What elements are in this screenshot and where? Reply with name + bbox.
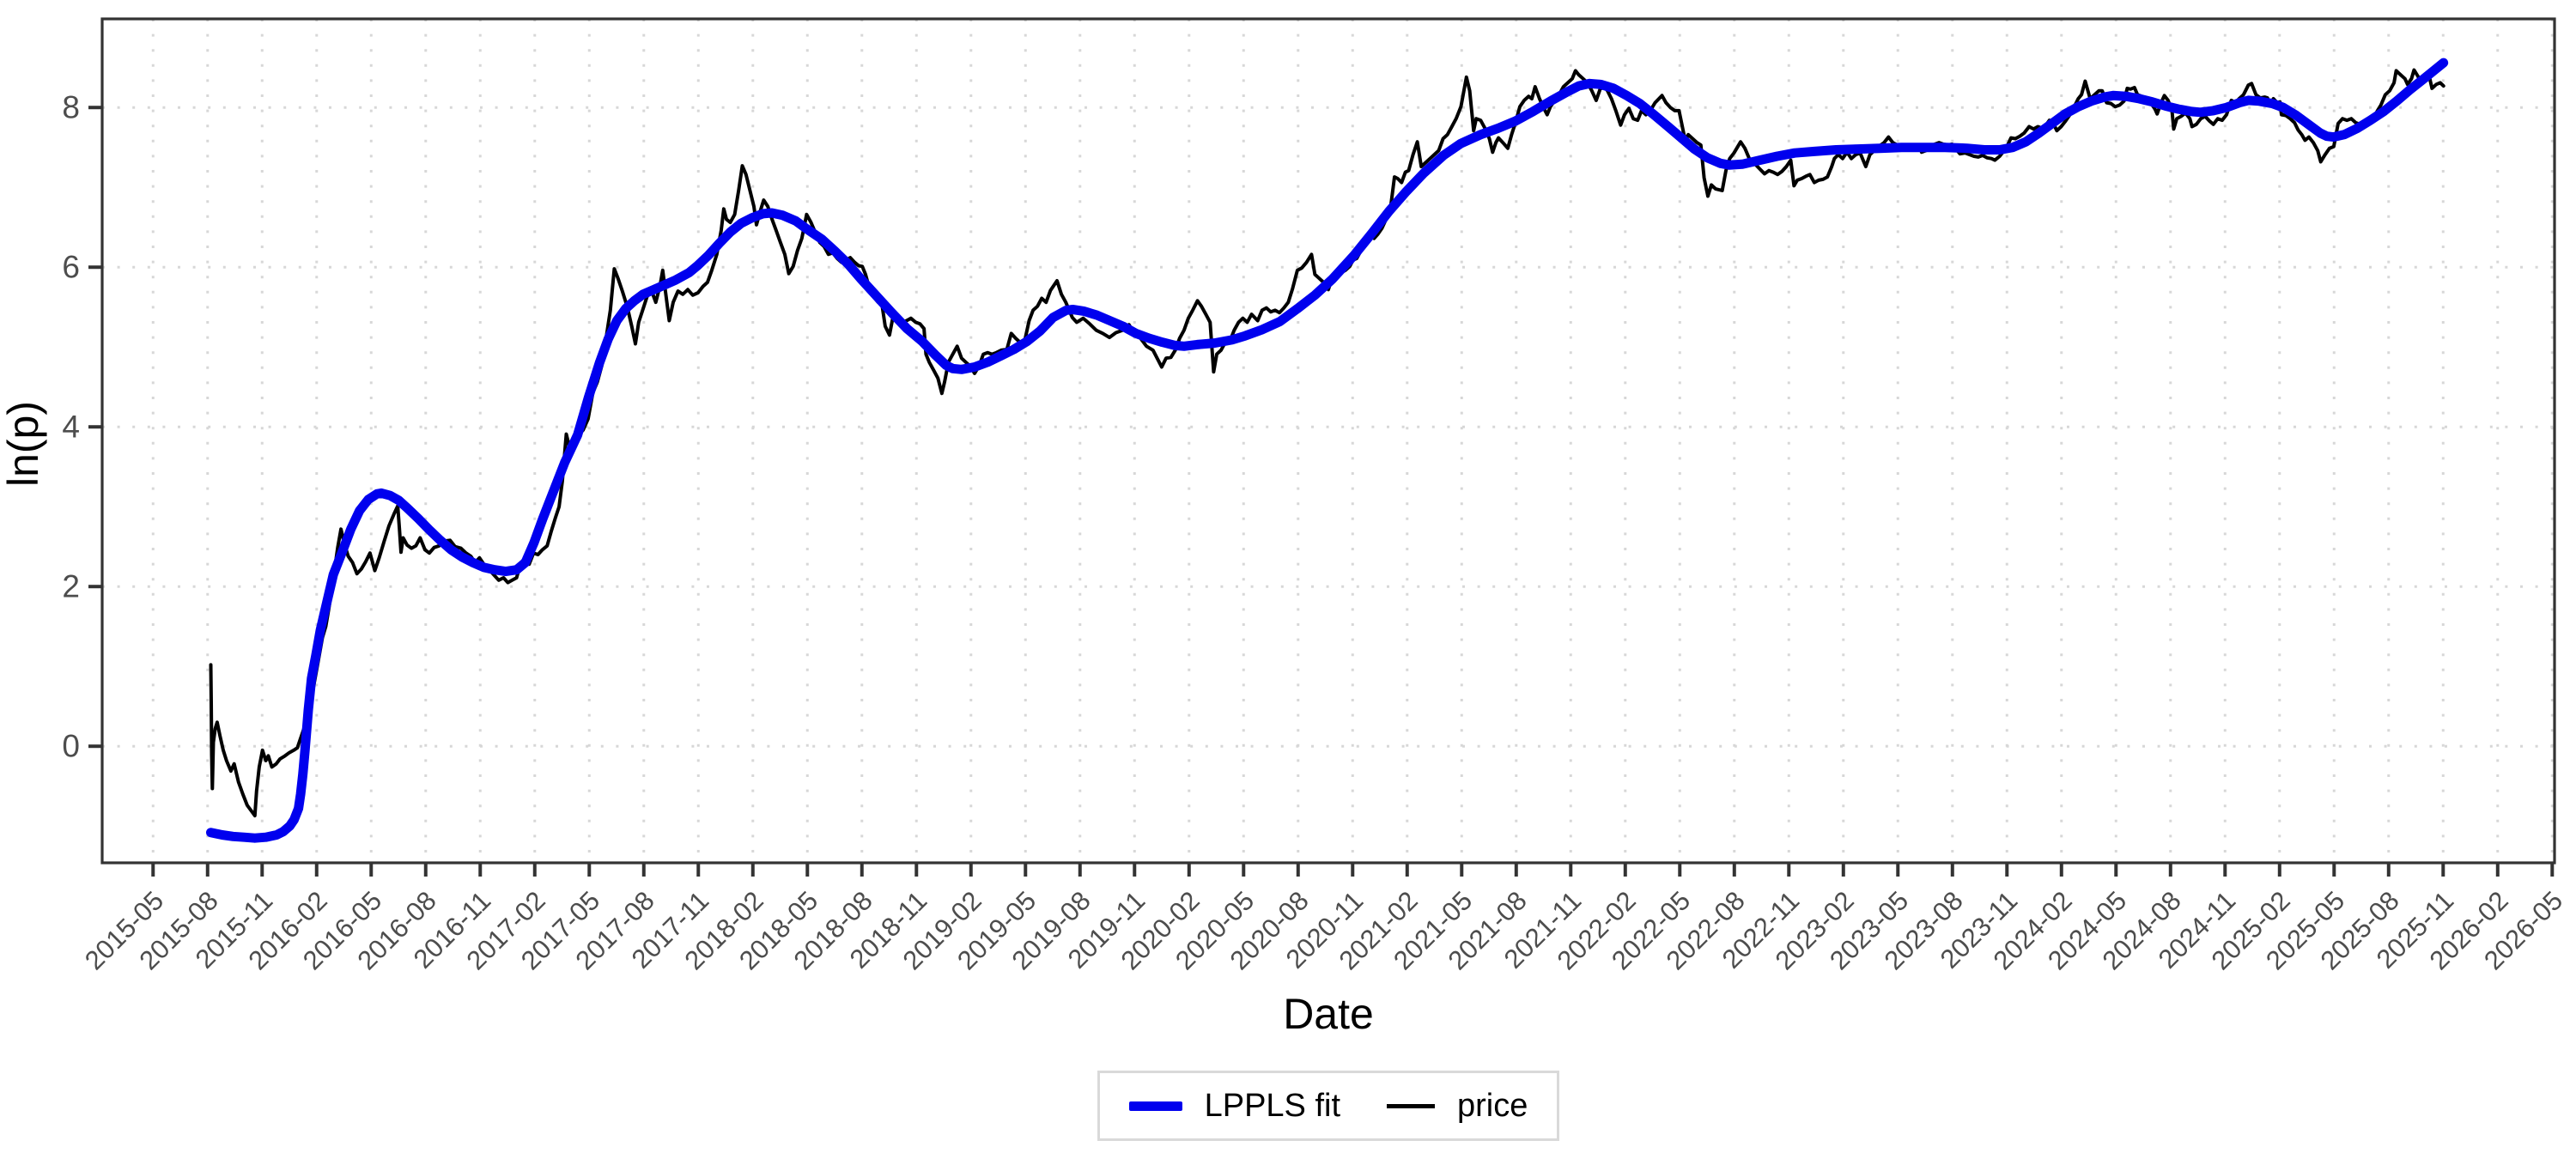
legend-label-lppls-fit: LPPLS fit bbox=[1204, 1087, 1341, 1124]
lppls-fit-line-swatch-icon bbox=[1128, 1101, 1182, 1111]
legend: LPPLS fit price bbox=[102, 1071, 2555, 1141]
y-tick-label: 6 bbox=[62, 250, 80, 285]
legend-item-price: price bbox=[1387, 1088, 1528, 1125]
y-axis-title: ln(p) bbox=[0, 400, 47, 488]
price-line-swatch-icon bbox=[1387, 1103, 1436, 1108]
series-line-lppls-fit bbox=[206, 58, 2449, 843]
legend-box: LPPLS fit price bbox=[1097, 1071, 1560, 1141]
y-tick-label: 4 bbox=[62, 410, 80, 445]
legend-label-price: price bbox=[1457, 1087, 1528, 1124]
panel-border bbox=[100, 17, 2556, 865]
y-tick-label: 8 bbox=[62, 90, 80, 125]
y-tick-label: 2 bbox=[62, 569, 80, 604]
y-tick-label: 0 bbox=[62, 729, 80, 764]
x-axis-title: Date bbox=[1283, 990, 1374, 1038]
legend-item-lppls-fit: LPPLS fit bbox=[1128, 1087, 1341, 1125]
plot-panel bbox=[102, 19, 2555, 863]
